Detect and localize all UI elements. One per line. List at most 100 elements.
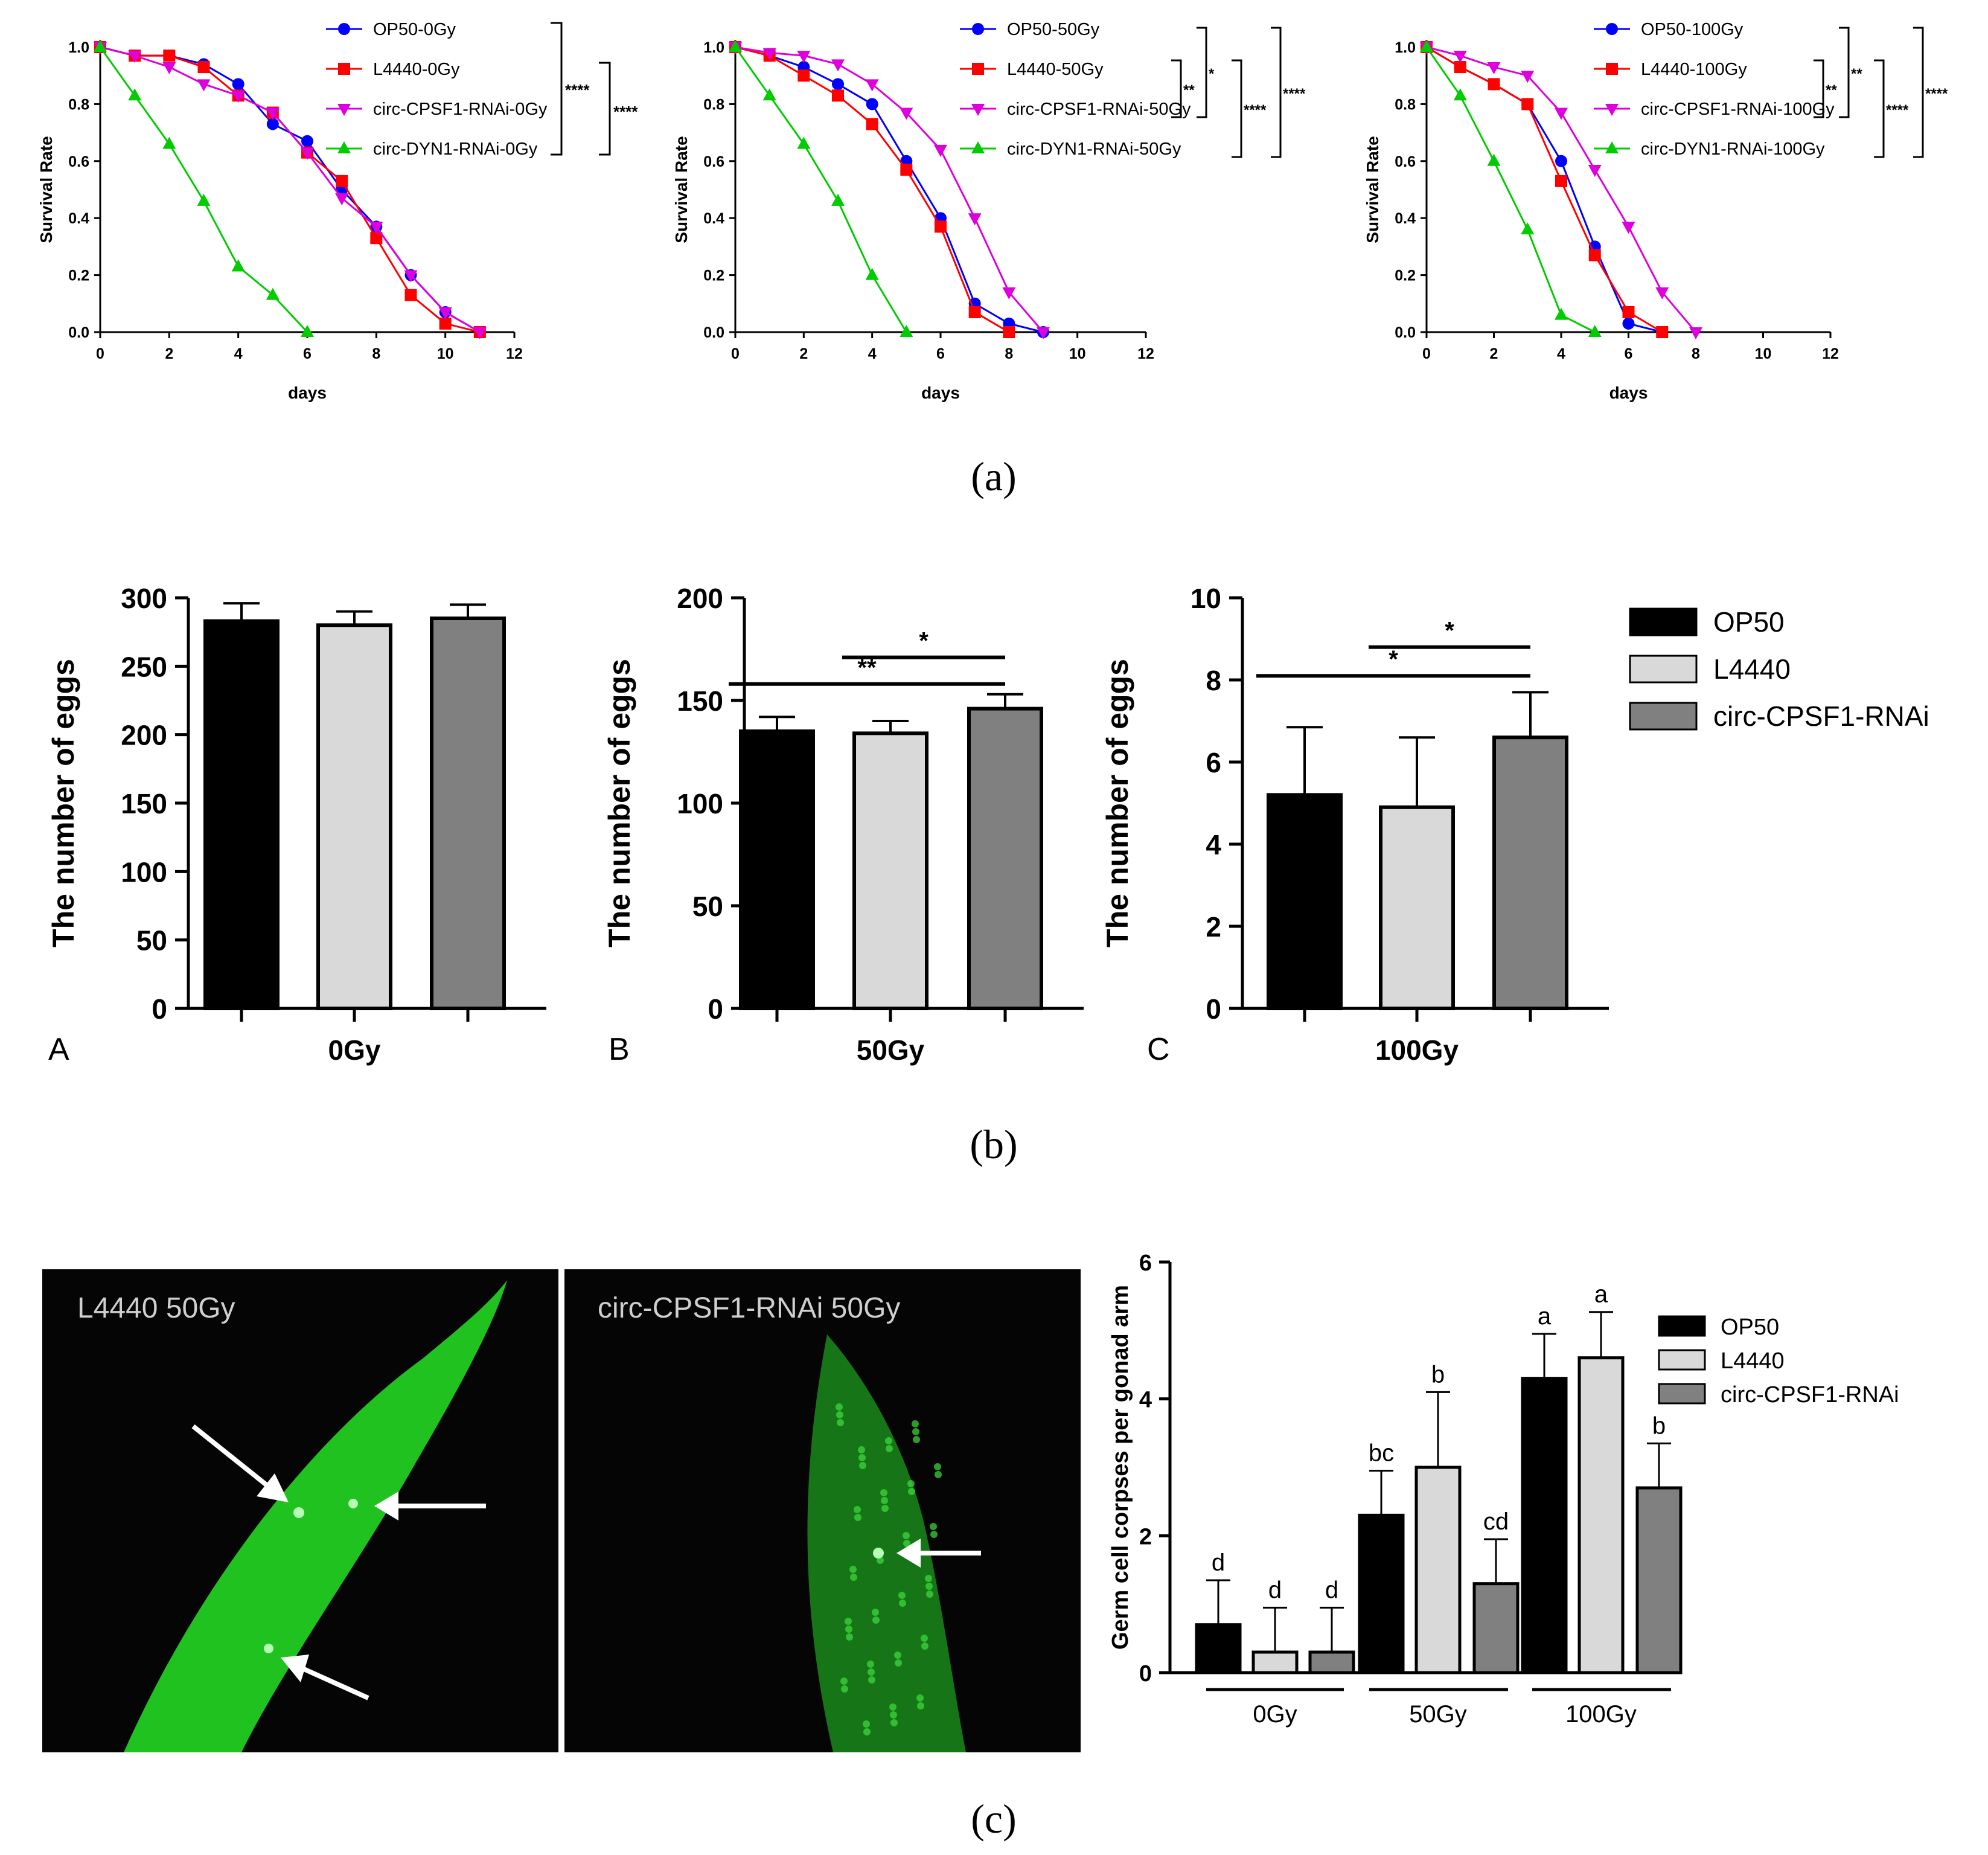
legend-label: circ-DYN1-RNAi-50Gy (1007, 139, 1181, 159)
fluorescent-speckle (921, 1635, 928, 1642)
y-tick-label: 1.0 (703, 39, 724, 56)
fluorescent-speckle (840, 1677, 848, 1685)
y-tick-label: 4 (1139, 1388, 1152, 1413)
y-tick-label: 150 (121, 788, 167, 819)
micrograph-circ-cpsf1: circ-CPSF1-RNAi 50Gy (564, 1269, 1081, 1752)
x-tick-label: 4 (1557, 345, 1565, 362)
data-point (1689, 327, 1702, 339)
series-line (735, 46, 1044, 333)
series-line (1425, 46, 1596, 333)
y-tick-label: 0.2 (68, 268, 89, 284)
data-point (1555, 307, 1568, 320)
data-point (1622, 317, 1635, 330)
arrow-icon (257, 1473, 289, 1502)
data-point (231, 259, 245, 272)
fluorescent-speckle (849, 1566, 857, 1573)
data-point (128, 88, 142, 101)
significance-label: ** (1183, 82, 1195, 98)
arrow-icon (374, 1491, 398, 1520)
data-point (831, 59, 845, 72)
significance-letter: bc (1369, 1440, 1394, 1467)
data-point (266, 118, 279, 130)
data-point (900, 325, 913, 337)
bar (1195, 1623, 1242, 1674)
significance-label: **** (1886, 102, 1909, 118)
series-line (735, 46, 1044, 333)
x-category-label: 0Gy (1253, 1701, 1297, 1728)
data-point (1003, 326, 1015, 338)
panel-letter: A (48, 1032, 69, 1067)
bar (967, 706, 1043, 1010)
y-tick-label: 50 (692, 891, 723, 922)
bar (852, 731, 928, 1011)
series-line (734, 46, 907, 333)
egg-chart-b-C: 0 2 4 6 8 10 The number of eggs 100Gy C * * (1101, 583, 1609, 1067)
significance-letter: a (1538, 1303, 1552, 1330)
x-category-label: 50Gy (1409, 1701, 1467, 1728)
significance-letter: b (1431, 1361, 1445, 1388)
significance-label: * (1209, 66, 1215, 82)
x-tick-label: 8 (1005, 345, 1013, 362)
data-point (1487, 153, 1501, 166)
fluorescent-speckle (903, 1532, 910, 1539)
fluorescent-speckle (841, 1685, 848, 1693)
data-point (1488, 78, 1500, 91)
fluorescent-speckle (859, 1462, 866, 1469)
fluorescent-speckle (837, 1419, 844, 1426)
fluorescent-speckle (912, 1420, 919, 1427)
y-tick-label: 0.0 (68, 324, 89, 341)
fluorescent-speckle (925, 1583, 933, 1590)
data-point (935, 220, 947, 233)
y-tick-label: 0.6 (68, 153, 89, 170)
y-tick-label: 50 (136, 925, 167, 956)
data-point (232, 78, 245, 91)
bar (203, 619, 280, 1010)
fluorescent-speckle (846, 1633, 853, 1641)
bar (1251, 1650, 1299, 1674)
x-tick-label: 6 (303, 345, 312, 362)
bar (1414, 1466, 1462, 1674)
fluorescent-speckle (895, 1659, 902, 1667)
bar (1577, 1356, 1625, 1674)
significance-label: ** (1851, 66, 1862, 82)
fluorescent-speckle (850, 1574, 857, 1581)
y-tick-label: 0.2 (1395, 268, 1416, 284)
legend-label: OP50 (1713, 606, 1785, 638)
fluorescent-speckle (898, 1592, 906, 1599)
data-point (266, 287, 280, 300)
comparison-label: ** (857, 655, 877, 681)
legend-label: OP50-100Gy (1641, 20, 1743, 39)
legend-label: OP50-0Gy (373, 20, 456, 39)
data-point (1487, 62, 1501, 75)
y-tick-label: 0 (1206, 993, 1221, 1025)
x-axis-title: days (921, 383, 960, 402)
data-point (797, 51, 811, 63)
y-tick-label: 4 (1206, 829, 1221, 860)
fluorescent-speckle (845, 1626, 852, 1633)
x-tick-label: 2 (799, 345, 808, 362)
data-point (1521, 222, 1535, 235)
comparison-label: * (1389, 646, 1398, 673)
x-axis-title: days (1609, 383, 1648, 402)
significance-bracket (1197, 27, 1207, 118)
y-tick-label: 1.0 (1395, 39, 1416, 56)
significance-label: **** (1925, 86, 1948, 102)
legend-label: L4440-0Gy (373, 60, 460, 79)
data-point (1656, 326, 1669, 338)
legend-c: OP50 L4440 circ-CPSF1-RNAi (1658, 1315, 1899, 1408)
legend-label: L4440-100Gy (1641, 60, 1747, 79)
bar (1358, 1513, 1405, 1674)
data-point (473, 327, 487, 339)
data-point (336, 175, 348, 187)
data-point (1521, 98, 1534, 111)
y-axis-title: The number of eggs (1101, 659, 1134, 947)
fluorescent-speckle (912, 1428, 919, 1435)
legend-label: circ-CPSF1-RNAi-100Gy (1641, 100, 1835, 119)
significance-label: **** (613, 103, 638, 121)
data-point (1453, 88, 1467, 101)
data-point (1454, 61, 1466, 74)
x-tick-label: 10 (1755, 345, 1772, 362)
y-tick-label: 0.4 (703, 210, 724, 227)
data-point (439, 317, 452, 330)
